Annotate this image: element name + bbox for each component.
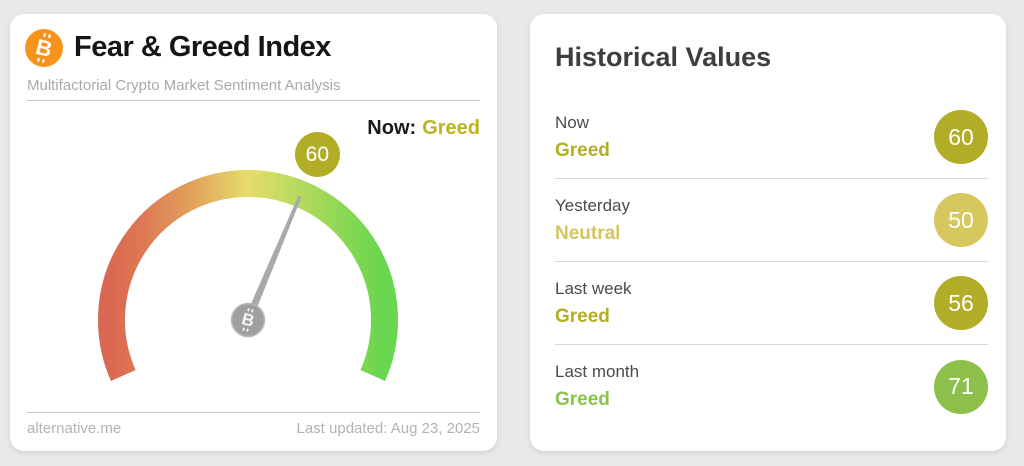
history-value-badge: 60 xyxy=(934,110,988,164)
history-row-last-month: Last month Greed 71 xyxy=(555,345,988,428)
card-subtitle: Multifactorial Crypto Market Sentiment A… xyxy=(27,77,341,94)
gauge-needle xyxy=(238,195,302,335)
history-row-now: Now Greed 60 xyxy=(555,96,988,179)
fear-greed-card: B Fear & Greed Index Multifactorial Cryp… xyxy=(10,14,497,451)
history-row-label: Last week xyxy=(555,278,632,298)
history-value-badge: 71 xyxy=(934,359,988,414)
header-divider xyxy=(27,100,480,101)
svg-text:B: B xyxy=(240,309,257,330)
bitcoin-hub-icon: B xyxy=(240,308,257,332)
card-footer: alternative.me Last updated: Aug 23, 202… xyxy=(27,420,480,437)
svg-text:B: B xyxy=(33,34,54,62)
history-row-classification: Greed xyxy=(555,305,610,327)
gauge-hub: B xyxy=(230,302,266,338)
gauge-value-badge: 60 xyxy=(294,132,340,178)
bitcoin-icon: B xyxy=(25,29,63,67)
history-row-last-week: Last week Greed 56 xyxy=(555,262,988,345)
history-row-yesterday: Yesterday Neutral 50 xyxy=(555,179,988,262)
history-value-badge: 50 xyxy=(934,193,988,247)
gauge-arc xyxy=(98,170,398,381)
historical-card: Historical Values Now Greed 60 Yesterday… xyxy=(530,14,1006,451)
history-value-badge: 56 xyxy=(934,276,988,330)
history-row-classification: Greed xyxy=(555,389,610,410)
history-row-classification: Greed xyxy=(555,139,610,161)
footer-divider xyxy=(27,412,480,413)
history-row-label: Last month xyxy=(555,362,640,381)
historical-rows: Now Greed 60 Yesterday Neutral 50 Last w… xyxy=(555,96,988,428)
source-link[interactable]: alternative.me xyxy=(27,420,122,437)
now-classification: Greed xyxy=(422,117,480,139)
history-row-classification: Neutral xyxy=(555,222,621,244)
now-label: Now: xyxy=(367,117,417,139)
page-title: Fear & Greed Index xyxy=(74,31,331,63)
now-line: Now: Greed xyxy=(367,117,480,140)
historical-title: Historical Values xyxy=(555,42,772,72)
bitcoin-glyph: B xyxy=(33,33,55,63)
last-updated-text: Last updated: Aug 23, 2025 xyxy=(296,420,481,437)
history-row-label: Now xyxy=(555,112,590,132)
history-row-label: Yesterday xyxy=(555,195,630,215)
